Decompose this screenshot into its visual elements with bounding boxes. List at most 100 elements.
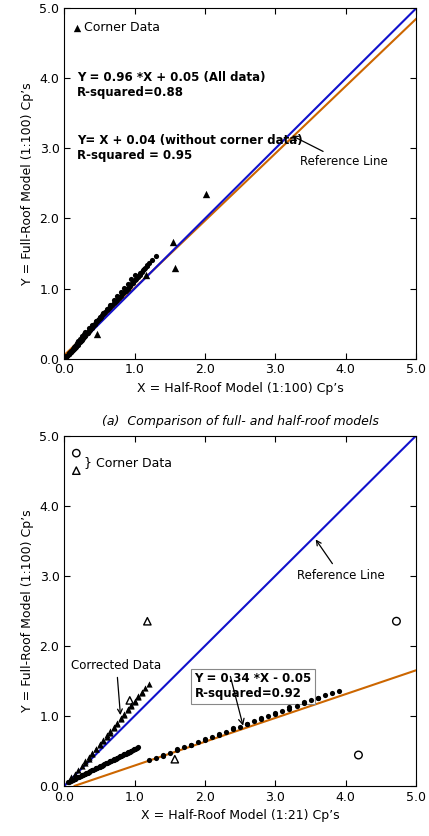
Point [195, 736, 202, 749]
Point [85, 752, 92, 765]
Point [203, 187, 210, 201]
Point [117, 289, 124, 303]
Point [187, 738, 194, 752]
Point [244, 717, 251, 731]
Point [121, 747, 127, 761]
Point [307, 694, 314, 707]
Point [187, 738, 194, 752]
Text: Y= X + 0.04 (without corner data)
R-squared = 0.95: Y= X + 0.04 (without corner data) R-squa… [77, 135, 302, 162]
Point [335, 684, 342, 697]
Point [114, 716, 121, 730]
Point [181, 741, 187, 754]
Point [272, 706, 279, 720]
Point [72, 339, 79, 353]
Point [131, 695, 138, 708]
Point [258, 712, 265, 726]
X-axis label: X = Half-Roof Model (1:100) Cp’s: X = Half-Roof Model (1:100) Cp’s [137, 382, 344, 395]
Text: Reference Line: Reference Line [296, 541, 384, 582]
Point [118, 749, 125, 762]
Point [65, 347, 72, 360]
Point [122, 284, 129, 298]
Point [135, 690, 142, 703]
Point [95, 313, 102, 326]
Point [112, 752, 119, 765]
Point [131, 268, 138, 281]
Point [68, 344, 75, 358]
Point [137, 267, 144, 280]
Point [79, 329, 85, 343]
Point [100, 734, 106, 747]
Point [101, 306, 108, 319]
Point [133, 742, 140, 755]
Point [103, 757, 109, 770]
Point [85, 324, 92, 337]
Point [107, 755, 114, 768]
Point [314, 691, 321, 704]
Point [108, 754, 115, 767]
Point [170, 235, 177, 248]
Point [300, 696, 307, 710]
Point [81, 330, 88, 344]
Point [140, 263, 147, 276]
Point [72, 339, 79, 352]
Point [124, 747, 131, 760]
Point [114, 751, 121, 764]
Point [63, 349, 70, 363]
Point [91, 318, 98, 331]
Text: } Corner Data: } Corner Data [84, 456, 172, 469]
Point [71, 342, 78, 355]
Point [69, 344, 76, 357]
Point [79, 332, 85, 345]
Point [85, 325, 92, 339]
Point [84, 766, 91, 779]
Point [286, 702, 293, 716]
Point [64, 349, 71, 363]
Point [92, 317, 99, 330]
Point [138, 686, 145, 700]
Point [251, 715, 258, 728]
Point [100, 306, 106, 319]
Point [64, 349, 71, 362]
Point [117, 750, 124, 763]
Point [134, 271, 141, 284]
Text: (a)  Comparison of full- and half-roof models: (a) Comparison of full- and half-roof mo… [102, 415, 379, 427]
Point [121, 281, 127, 294]
Point [72, 772, 79, 786]
Point [79, 332, 86, 345]
Point [74, 771, 81, 784]
Point [110, 721, 117, 734]
Point [85, 751, 92, 764]
Point [93, 762, 100, 775]
Point [89, 747, 96, 761]
Point [110, 293, 117, 307]
Point [93, 315, 100, 329]
Point [112, 295, 118, 308]
Point [66, 346, 73, 359]
Point [88, 322, 94, 335]
Point [82, 767, 88, 781]
Point [89, 319, 96, 333]
Point [79, 759, 85, 772]
Point [90, 763, 97, 777]
Point [74, 339, 81, 352]
Text: Y = 0.96 *X + 0.05 (All data)
R-squared=0.88: Y = 0.96 *X + 0.05 (All data) R-squared=… [77, 71, 266, 99]
Point [393, 614, 400, 628]
Point [76, 770, 82, 783]
Point [91, 762, 98, 776]
Point [119, 748, 126, 762]
Point [89, 319, 96, 332]
Point [140, 263, 147, 277]
Point [103, 729, 110, 742]
Point [124, 747, 130, 760]
Point [116, 290, 123, 303]
Point [173, 743, 180, 757]
Point [110, 721, 117, 734]
Point [109, 298, 116, 311]
Point [114, 289, 121, 303]
Point [90, 319, 97, 333]
Point [94, 761, 101, 774]
Point [135, 741, 142, 754]
Point [166, 747, 173, 760]
Point [93, 315, 100, 329]
Point [66, 345, 73, 359]
